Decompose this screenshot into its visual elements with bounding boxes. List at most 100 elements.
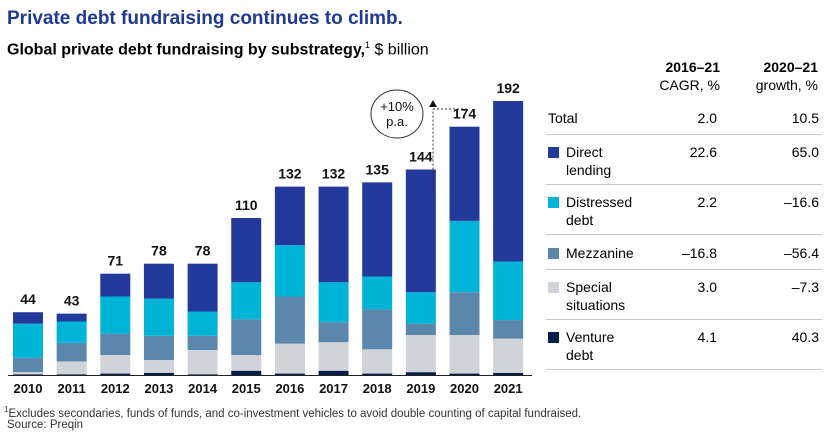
table-row-label-line2: lending xyxy=(566,162,612,178)
x-tick-label: 2012 xyxy=(101,381,130,396)
bar-segment-distressed-debt xyxy=(56,321,87,343)
table-header-cagr-line1: 2016–21 xyxy=(665,59,720,75)
bar-segment-distressed-debt xyxy=(187,311,218,336)
x-tick-label: 2010 xyxy=(14,381,43,396)
bar-total-label: 144 xyxy=(409,149,433,165)
bar-total-label: 132 xyxy=(322,166,346,182)
table-row-label-line1: Direct xyxy=(566,144,603,160)
x-tick-label: 2013 xyxy=(144,381,173,396)
bar-segment-mezzanine xyxy=(274,296,305,344)
table-cell-growth: –7.3 xyxy=(791,279,819,295)
bar-segment-direct-lending xyxy=(100,273,131,297)
table-row-label: Special situations xyxy=(566,278,625,314)
bar-segment-distressed-debt xyxy=(493,261,524,321)
table-header-cagr-line2: CAGR, % xyxy=(659,77,720,93)
legend-swatch xyxy=(548,147,559,158)
x-tick-label: 2017 xyxy=(319,381,348,396)
bar-total-label: 174 xyxy=(453,106,477,122)
bar-segment-special-situations xyxy=(274,343,305,374)
table-cell-cagr: 4.1 xyxy=(697,329,717,345)
table-row-label-line1: Distressed xyxy=(566,194,633,210)
bar-segment-venture-debt xyxy=(274,373,305,375)
table-header-cagr: 2016–21 CAGR, % xyxy=(640,58,720,94)
table-row-label-line2: situations xyxy=(566,297,626,313)
bar-segment-distressed-debt xyxy=(362,276,393,310)
table-row-label-line2: debt xyxy=(566,212,594,228)
bar-segment-special-situations xyxy=(362,349,393,374)
bar-segment-mezzanine xyxy=(231,319,262,356)
bar-segment-direct-lending xyxy=(56,313,87,322)
legend-swatch xyxy=(548,248,559,259)
source: Source: Preqin xyxy=(7,419,84,431)
growth-arrowhead-icon xyxy=(429,100,437,107)
bar-total-label: 132 xyxy=(278,166,302,182)
bar-segment-direct-lending xyxy=(231,218,262,283)
legend-swatch xyxy=(548,197,559,208)
table-row-label-line2: debt xyxy=(566,347,594,363)
bar-segment-mezzanine xyxy=(100,333,131,356)
bar-total-label: 135 xyxy=(366,161,390,177)
bar-segment-mezzanine xyxy=(493,320,524,339)
headline: Private debt fundraising continues to cl… xyxy=(7,8,403,29)
bar-segment-distressed-debt xyxy=(318,282,349,323)
growth-badge-unit: p.a. xyxy=(386,114,408,129)
bar-segment-mezzanine xyxy=(318,322,349,343)
table-row-label: Mezzanine xyxy=(566,244,634,262)
table-cell-cagr: 22.6 xyxy=(689,144,717,160)
bar-segment-venture-debt xyxy=(493,372,524,375)
bar-total-label: 78 xyxy=(151,243,167,259)
bar-segment-distressed-debt xyxy=(143,298,174,336)
footnote: 1Excludes secondaries, funds of funds, a… xyxy=(4,405,581,420)
bar-segment-special-situations xyxy=(231,355,262,371)
bar-segment-distressed-debt xyxy=(13,323,43,358)
bar-segment-special-situations xyxy=(493,338,524,373)
x-tick-label: 2021 xyxy=(494,381,523,396)
table-row-label: Distressed debt xyxy=(566,193,632,229)
bar-segment-mezzanine xyxy=(143,335,174,361)
bar-segment-venture-debt xyxy=(449,373,480,375)
bar-segment-direct-lending xyxy=(274,186,305,246)
table-cell-growth: 10.5 xyxy=(791,110,819,126)
bar-segment-venture-debt xyxy=(405,372,436,375)
bar-segment-special-situations xyxy=(405,335,436,373)
table-cell-growth: –56.4 xyxy=(783,245,819,261)
table-row: Venture debt 4.1 40.3 xyxy=(546,320,822,370)
table-cell-growth: –16.6 xyxy=(783,194,819,210)
table-row-label-line1: Total xyxy=(548,110,578,126)
bar-segment-mezzanine xyxy=(56,342,87,362)
x-tick-label: 2014 xyxy=(188,381,218,396)
bar-segment-direct-lending xyxy=(13,312,43,324)
bar-segment-direct-lending xyxy=(362,182,393,277)
bar-segment-mezzanine xyxy=(187,335,218,351)
bar-segment-mezzanine xyxy=(362,309,393,350)
bar-segment-special-situations xyxy=(56,361,87,375)
bar-total-label: 71 xyxy=(108,253,124,269)
x-tick-label: 2020 xyxy=(450,381,479,396)
bar-total-label: 110 xyxy=(235,197,258,213)
table-header-growth-line2: growth, % xyxy=(755,77,818,93)
table-cell-cagr: 2.2 xyxy=(697,194,717,210)
table-cell-growth: 40.3 xyxy=(791,329,819,345)
bar-segment-distressed-debt xyxy=(231,282,262,320)
footnote-text: Excludes secondaries, funds of funds, an… xyxy=(8,407,582,420)
table-row-label: Venture debt xyxy=(566,328,614,364)
bar-total-label: 44 xyxy=(20,291,36,307)
bar-segment-mezzanine xyxy=(449,292,480,336)
bar-segment-special-situations xyxy=(100,355,131,374)
table-row: Distressed debt 2.2 –16.6 xyxy=(546,185,822,235)
subtitle-footnote-mark: 1 xyxy=(364,40,370,50)
bar-segment-venture-debt xyxy=(56,374,87,375)
bar-segment-direct-lending xyxy=(405,169,436,293)
table-row-label: Total xyxy=(548,109,578,127)
table-cell-cagr: 3.0 xyxy=(697,279,717,295)
bar-segment-venture-debt xyxy=(143,372,174,375)
bar-segment-venture-debt xyxy=(362,373,393,375)
legend-swatch xyxy=(548,282,559,293)
bar-segment-special-situations xyxy=(13,372,43,375)
subtitle-main: Global private debt fundraising by subst… xyxy=(7,41,365,59)
table-header-growth-line1: 2020–21 xyxy=(763,59,818,75)
bar-segment-venture-debt xyxy=(100,373,131,375)
bar-segment-distressed-debt xyxy=(100,296,131,334)
chart-subtitle: Global private debt fundraising by subst… xyxy=(7,40,429,59)
bar-segment-special-situations xyxy=(318,342,349,371)
